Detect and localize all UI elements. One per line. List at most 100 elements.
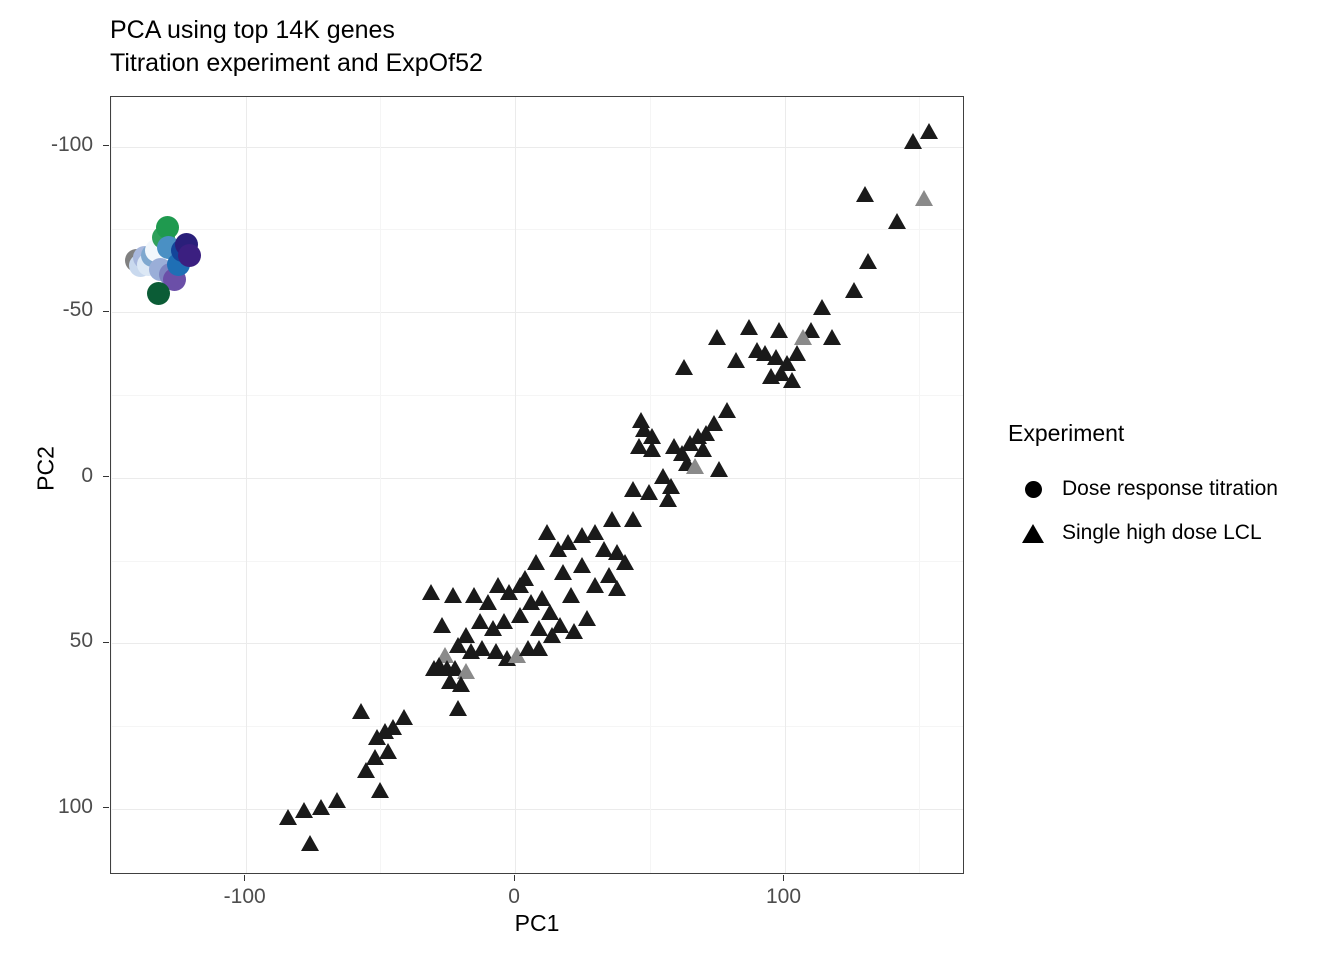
scatter-point-triangle bbox=[457, 663, 476, 680]
scatter-point-triangle bbox=[634, 421, 653, 438]
scatter-point-triangle bbox=[548, 540, 567, 557]
chart-title-line-2: Titration experiment and ExpOf52 bbox=[110, 49, 483, 77]
scatter-point-triangle bbox=[532, 590, 551, 607]
gridline-vertical bbox=[111, 97, 112, 873]
scatter-point-triangle bbox=[616, 553, 635, 570]
x-tick-mark bbox=[244, 875, 246, 881]
scatter-point-triangle bbox=[769, 322, 788, 339]
y-tick-label: 50 bbox=[69, 629, 93, 653]
triangle-marker-icon bbox=[1008, 511, 1062, 555]
scatter-point-triangle bbox=[607, 580, 626, 597]
scatter-point-triangle bbox=[465, 586, 484, 603]
scatter-point-triangle bbox=[368, 729, 387, 746]
scatter-point-triangle bbox=[543, 626, 562, 643]
gridline-horizontal bbox=[111, 146, 963, 148]
legend-item-label: Single high dose LCL bbox=[1062, 521, 1262, 544]
scatter-point-triangle bbox=[823, 328, 842, 345]
scatter-point-triangle bbox=[855, 186, 874, 203]
scatter-point-triangle bbox=[710, 461, 729, 478]
scatter-point-triangle bbox=[586, 577, 605, 594]
scatter-point-triangle bbox=[761, 368, 780, 385]
scatter-point-triangle bbox=[449, 699, 468, 716]
scatter-point-triangle bbox=[352, 702, 371, 719]
y-tick-mark bbox=[103, 476, 109, 478]
scatter-point-triangle bbox=[642, 441, 661, 458]
scatter-point-triangle bbox=[675, 358, 694, 375]
scatter-point-triangle bbox=[783, 371, 802, 388]
scatter-point-triangle bbox=[295, 802, 314, 819]
scatter-point-circle bbox=[156, 216, 180, 240]
gridline-horizontal bbox=[111, 395, 963, 396]
scatter-point-triangle bbox=[357, 762, 376, 779]
scatter-point-triangle bbox=[904, 133, 923, 150]
legend-title: Experiment bbox=[1008, 420, 1125, 446]
scatter-point-triangle bbox=[686, 457, 705, 474]
scatter-point-triangle bbox=[845, 282, 864, 299]
legend: Experiment Dose response titration Singl… bbox=[1008, 420, 1338, 555]
y-tick-mark bbox=[103, 807, 109, 809]
y-tick-label: -50 bbox=[62, 298, 93, 322]
scatter-point-triangle bbox=[920, 123, 939, 140]
scatter-point-triangle bbox=[788, 345, 807, 362]
scatter-point-triangle bbox=[424, 659, 443, 676]
y-tick-label: 100 bbox=[57, 794, 93, 818]
scatter-point-triangle bbox=[578, 610, 597, 627]
y-axis-label: PC2 bbox=[32, 446, 59, 491]
y-tick-label: 0 bbox=[81, 463, 93, 487]
scatter-point-triangle bbox=[726, 351, 745, 368]
scatter-point-triangle bbox=[510, 606, 529, 623]
gridline-horizontal bbox=[111, 229, 963, 231]
legend-item-dose-response-titration[interactable]: Dose response titration bbox=[1008, 467, 1338, 511]
scatter-point-triangle bbox=[718, 401, 737, 418]
scatter-point-triangle bbox=[812, 298, 831, 315]
x-tick-label: 0 bbox=[508, 885, 520, 908]
scatter-point-triangle bbox=[624, 481, 643, 498]
x-tick-mark bbox=[513, 875, 515, 881]
scatter-point-triangle bbox=[554, 563, 573, 580]
scatter-point-triangle bbox=[279, 808, 298, 825]
x-tick-label: 100 bbox=[765, 885, 802, 908]
gridline-vertical bbox=[784, 97, 786, 873]
gridline-horizontal bbox=[111, 312, 963, 314]
scatter-point-triangle bbox=[527, 553, 546, 570]
scatter-point-triangle bbox=[602, 510, 621, 527]
plot-panel bbox=[110, 96, 964, 874]
scatter-point-triangle bbox=[422, 583, 441, 600]
x-axis-label: PC1 bbox=[514, 910, 560, 936]
scatter-point-triangle bbox=[858, 252, 877, 269]
scatter-point-triangle bbox=[661, 477, 680, 494]
y-tick-mark bbox=[103, 641, 109, 643]
scatter-point-triangle bbox=[562, 586, 581, 603]
gridline-vertical bbox=[515, 97, 517, 873]
chart-title: PCA using top 14K genes Titration experim… bbox=[110, 14, 483, 80]
scatter-point-triangle bbox=[748, 341, 767, 358]
y-tick-mark bbox=[103, 310, 109, 312]
scatter-point-triangle bbox=[529, 639, 548, 656]
chart-title-line-1: PCA using top 14K genes bbox=[110, 16, 395, 44]
scatter-point-triangle bbox=[564, 623, 583, 640]
gridline-horizontal bbox=[111, 726, 963, 727]
scatter-point-triangle bbox=[443, 586, 462, 603]
scatter-point-triangle bbox=[365, 749, 384, 766]
scatter-point-triangle bbox=[327, 792, 346, 809]
scatter-point-triangle bbox=[489, 577, 508, 594]
circle-marker-icon bbox=[1008, 467, 1062, 511]
scatter-point-triangle bbox=[540, 603, 559, 620]
scatter-point-triangle bbox=[659, 490, 678, 507]
scatter-point-triangle bbox=[707, 328, 726, 345]
gridline-vertical bbox=[919, 97, 921, 873]
gridline-horizontal bbox=[111, 808, 963, 810]
scatter-point-triangle bbox=[451, 676, 470, 693]
scatter-point-triangle bbox=[432, 616, 451, 633]
scatter-point-triangle bbox=[311, 798, 330, 815]
gridline-vertical bbox=[380, 97, 382, 873]
scatter-point-triangle bbox=[739, 318, 758, 335]
scatter-point-triangle bbox=[624, 510, 643, 527]
scatter-point-triangle bbox=[793, 328, 812, 345]
scatter-point-triangle bbox=[915, 189, 934, 206]
scatter-point-triangle bbox=[300, 835, 319, 852]
scatter-point-triangle bbox=[537, 524, 556, 541]
legend-item-single-high-dose-lcl[interactable]: Single high dose LCL bbox=[1008, 511, 1338, 555]
x-tick-label: -100 bbox=[223, 885, 266, 908]
scatter-point-circle bbox=[146, 282, 170, 306]
